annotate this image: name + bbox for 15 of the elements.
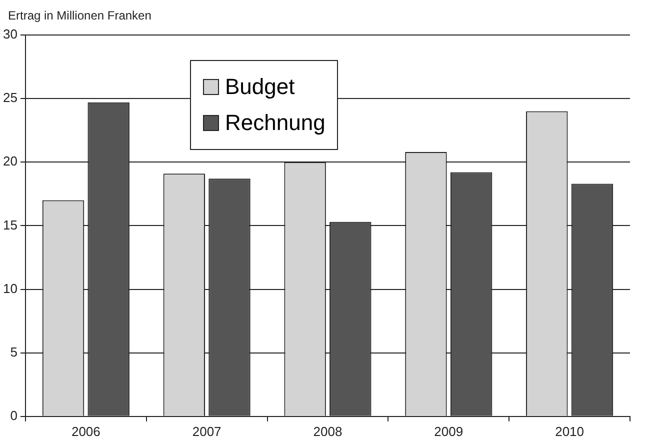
legend-label: Rechnung	[225, 109, 326, 137]
y-tick-label: 0	[10, 408, 18, 423]
y-axis-title: Ertrag in Millionen Franken	[8, 8, 152, 22]
x-tick-label: 2006	[71, 424, 100, 439]
x-tick-label: 2009	[434, 424, 464, 439]
y-tick-label: 5	[10, 344, 18, 360]
y-tick-label: 10	[2, 280, 18, 296]
y-tick-label: 20	[2, 154, 18, 169]
legend-label: Budget	[225, 73, 295, 101]
y-tick-label: 30	[2, 26, 18, 42]
x-tick-label: 2008	[313, 424, 342, 439]
y-tick-label: 15	[2, 217, 18, 232]
x-tick-label: 2010	[555, 424, 584, 439]
x-tick-label: 2007	[192, 424, 222, 439]
y-tick-label: 25	[2, 90, 18, 106]
